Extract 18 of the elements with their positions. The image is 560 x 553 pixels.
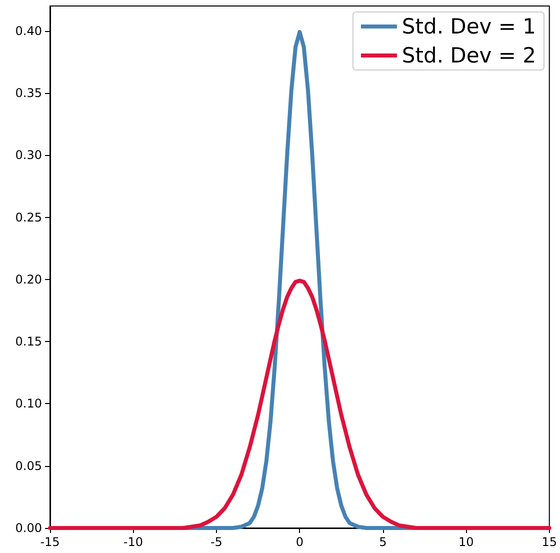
y-tick-label: 0.10 (15, 396, 42, 411)
y-tick-label: 0.05 (15, 458, 42, 473)
legend-label: Std. Dev = 1 (402, 14, 536, 38)
y-tick-label: 0.35 (15, 86, 42, 100)
y-tick-label: 0.40 (15, 24, 42, 38)
x-tick-label: 0 (296, 535, 304, 549)
x-tick-label: 10 (458, 535, 474, 549)
y-tick-label: 0.15 (15, 334, 42, 349)
y-tick-label: 0.30 (15, 148, 42, 162)
x-tick-label: -5 (210, 535, 222, 549)
y-tick-label: 0.20 (15, 272, 42, 286)
x-tick-label: -15 (40, 535, 60, 549)
y-tick-label: 0.25 (15, 210, 42, 224)
y-tick-label: 0.00 (15, 521, 42, 535)
x-tick-label: 5 (379, 535, 387, 549)
legend-label: Std. Dev = 2 (402, 44, 536, 68)
x-tick-label: -10 (123, 535, 144, 549)
x-tick-label: 15 (542, 535, 558, 549)
